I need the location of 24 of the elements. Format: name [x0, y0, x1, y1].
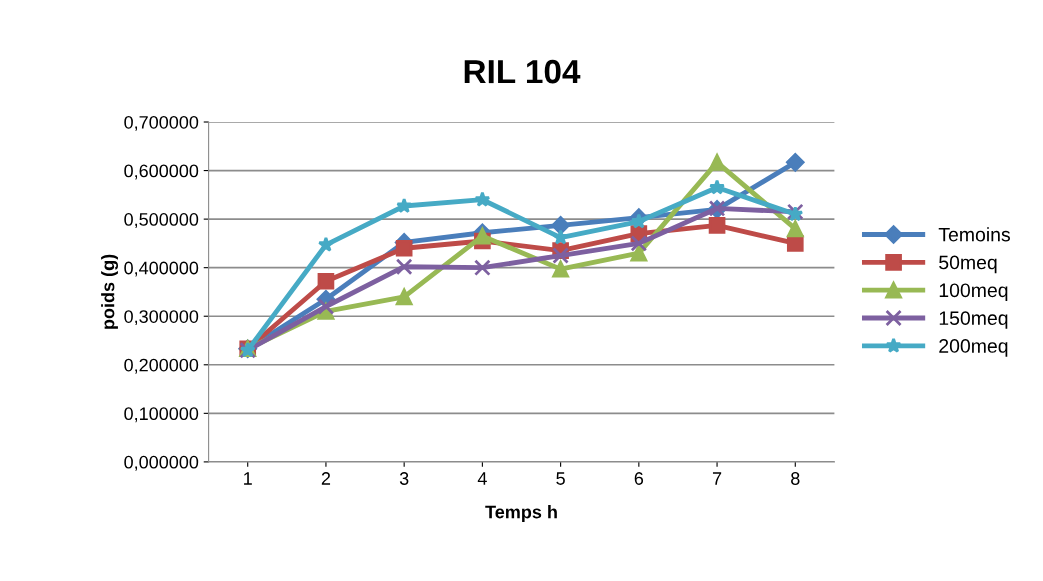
y-tick-label: 0,100000 — [124, 407, 199, 423]
y-axis-title: poids (g) — [101, 254, 119, 329]
y-tick-label: 0,400000 — [124, 261, 199, 277]
chart-title: RIL 104 — [464, 59, 581, 84]
x-tick-label: 3 — [399, 472, 409, 485]
y-tick-label: 0,600000 — [124, 164, 199, 180]
y-tick-label: 0,200000 — [124, 358, 199, 374]
x-tick-label: 1 — [244, 472, 252, 485]
x-tick-label: 7 — [712, 472, 722, 485]
x-tick-label: 8 — [791, 472, 800, 485]
legend-label: 200meq — [939, 339, 1008, 357]
x-axis-title: Temps h — [485, 505, 557, 522]
x-tick-label: 2 — [321, 472, 331, 485]
legend-label: Temoins — [938, 227, 1010, 242]
y-tick-label: 0,300000 — [124, 310, 199, 326]
legend-label: 100meq — [939, 283, 1008, 302]
y-tick-label: 0,700000 — [124, 115, 199, 131]
x-tick-label: 6 — [634, 472, 644, 485]
legend-label: 150meq — [939, 311, 1008, 329]
y-tick-label: 0,000000 — [124, 455, 199, 471]
legend-label: 50meq — [939, 255, 997, 274]
x-tick-label: 4 — [477, 472, 487, 485]
y-tick-label: 0,500000 — [124, 213, 199, 228]
x-tick-label: 5 — [556, 472, 565, 485]
